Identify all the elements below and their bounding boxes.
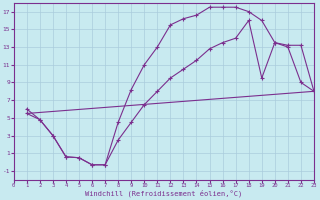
X-axis label: Windchill (Refroidissement éolien,°C): Windchill (Refroidissement éolien,°C) (85, 190, 243, 197)
